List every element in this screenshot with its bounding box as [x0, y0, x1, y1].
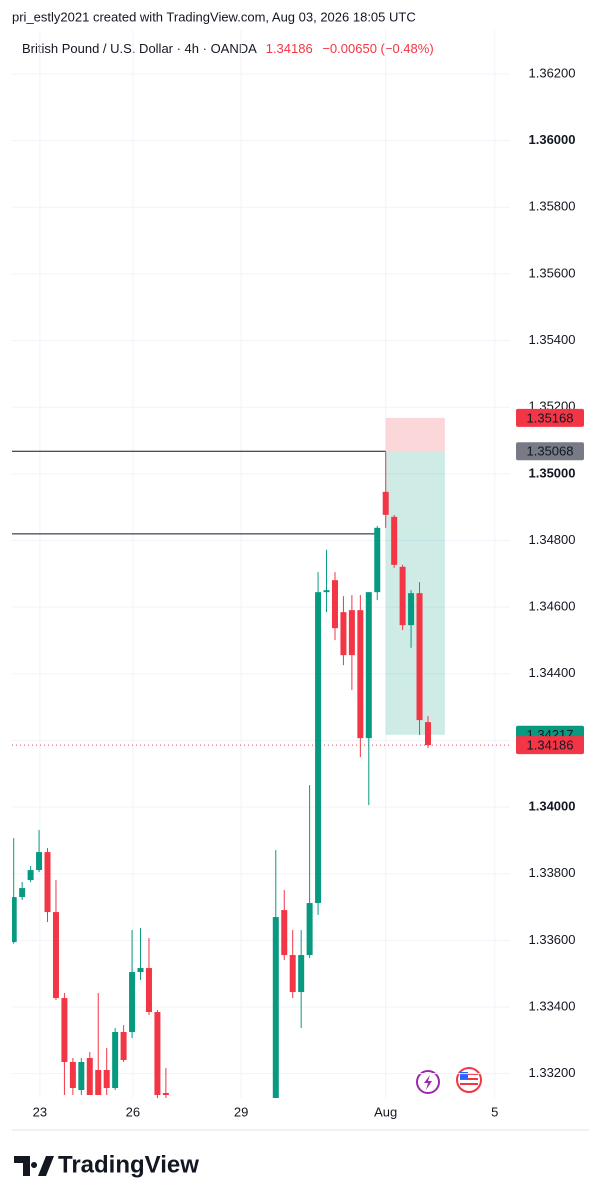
candle-body	[408, 593, 415, 626]
last-price: 1.34186	[266, 41, 313, 56]
candle-body	[78, 1062, 85, 1091]
x-tick-label: Aug	[374, 1104, 397, 1119]
candle-body	[69, 1062, 76, 1089]
stop-tag	[516, 408, 584, 427]
y-tick-label: 1.33600	[529, 932, 576, 947]
candle-body	[391, 516, 398, 565]
candle-body	[12, 897, 17, 943]
symbol-legend: British Pound / U.S. Dollar · 4h · OANDA…	[22, 41, 434, 56]
target-zone	[385, 451, 445, 735]
stop-tag-label: 1.35168	[527, 410, 574, 425]
x-tick-label: 23	[33, 1104, 47, 1119]
y-tick-label: 1.36000	[529, 132, 576, 147]
y-tick-label: 1.34800	[529, 532, 576, 547]
candle-body	[357, 610, 364, 739]
candle-body	[272, 917, 279, 1098]
candle-body	[315, 592, 322, 904]
candle-body	[52, 912, 59, 999]
y-tick-label: 1.33800	[529, 865, 576, 880]
candle-body	[61, 998, 68, 1063]
candle-body	[19, 888, 26, 898]
x-tick-label: 29	[234, 1104, 248, 1119]
last-price-tag-label: 1.34186	[527, 738, 574, 753]
y-tick-label: 1.33200	[529, 1065, 576, 1080]
candle-body	[112, 1032, 119, 1089]
candle-body	[331, 580, 338, 629]
candle-body	[120, 1032, 127, 1061]
candle-body	[365, 592, 372, 739]
candle-body	[27, 870, 34, 881]
y-tick-label: 1.35000	[529, 465, 576, 480]
candle-body	[154, 1012, 161, 1096]
y-tick-label: 1.36200	[529, 65, 576, 80]
event-icons	[416, 1067, 482, 1094]
entry-tag	[516, 442, 584, 461]
stop-zone	[385, 417, 445, 452]
candle-body	[103, 1070, 110, 1089]
symbol: British Pound / U.S. Dollar · 4h · OANDA	[22, 41, 257, 56]
y-tick-label: 1.34000	[529, 799, 576, 814]
attribution: pri_estly2021 created with TradingView.c…	[12, 9, 416, 24]
y-tick-label: 1.34400	[529, 665, 576, 680]
x-tick-label: 5	[491, 1104, 498, 1119]
candle-body	[298, 955, 305, 993]
y-tick-label: 1.35400	[529, 332, 576, 347]
x-tick-label: 26	[126, 1104, 140, 1119]
y-tick-label: 1.34600	[529, 599, 576, 614]
entry-tag-label: 1.35068	[527, 444, 574, 459]
candle-body	[306, 903, 313, 956]
candle-body	[424, 722, 431, 746]
candle-body	[323, 590, 330, 593]
candle-body	[137, 968, 144, 973]
candle-body	[340, 612, 347, 656]
candle-body	[374, 527, 381, 593]
candle-body	[36, 852, 43, 871]
last-price-tag	[516, 736, 584, 755]
brand-logo: TradingView	[14, 1151, 199, 1178]
candle-body	[382, 491, 389, 515]
candle-body	[416, 593, 423, 721]
y-tick-label: 1.33400	[529, 998, 576, 1013]
brand: TradingView	[58, 1151, 199, 1178]
candle-body	[44, 852, 51, 913]
candle-body	[162, 1093, 169, 1096]
y-tick-label: 1.35800	[529, 199, 576, 214]
candle-body	[399, 566, 406, 626]
plot-area	[12, 30, 510, 1098]
candle-body	[289, 955, 296, 993]
candle-body	[145, 968, 152, 1013]
candle-body	[95, 1070, 102, 1096]
candle-body	[348, 610, 355, 656]
candle-body	[86, 1058, 93, 1096]
candle-body	[129, 972, 136, 1033]
price-change: −0.00650 (−0.48%)	[322, 41, 433, 56]
y-tick-label: 1.35600	[529, 265, 576, 280]
candle-body	[281, 910, 288, 956]
